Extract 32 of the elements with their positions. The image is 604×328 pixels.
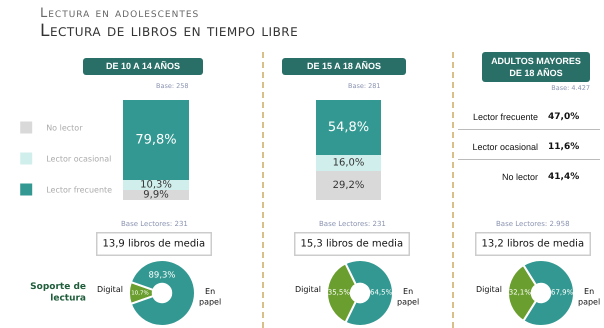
text: Lectura en adolescentes <box>40 6 200 21</box>
text: Lectura de libros en tiempo libre <box>40 21 298 41</box>
legend-label: No lector <box>46 124 84 133</box>
chart-title: DE 10 A 14 AÑOS <box>83 58 203 75</box>
data-label: 10,3% <box>140 179 172 190</box>
slice-label: En papel <box>199 287 222 306</box>
text: 13,2 libros de media <box>482 238 584 250</box>
legend-label: Lector frecuente <box>46 186 112 195</box>
data-label: 89,3% <box>148 270 176 280</box>
legend-label: Lector ocasional <box>46 154 112 164</box>
slice-label: En papel <box>578 287 600 306</box>
data-label: 79,8% <box>135 132 177 148</box>
chart-title: DE 15 A 18 AÑOS <box>282 58 406 75</box>
data-label: 54,8% <box>328 120 370 135</box>
text: 11,6% <box>548 142 580 152</box>
category-label: Lector ocasional <box>472 142 538 152</box>
text: 41,4% <box>548 172 580 182</box>
text: ADULTOS MAYORES DE 18 AÑOS <box>482 52 590 82</box>
category-label: Lector frecuente <box>472 112 538 122</box>
data-label: 16,0% <box>332 157 364 168</box>
donut-slice <box>130 259 196 327</box>
text: 47,0% <box>548 112 580 122</box>
category-label: No lector <box>502 172 538 182</box>
text: 15,3 libros de media <box>300 238 404 250</box>
slice-label: En papel <box>397 287 420 306</box>
data-label: 29,2% <box>332 180 364 191</box>
text: Soporte de lectura <box>30 282 86 304</box>
data-label: 9,9% <box>143 190 169 201</box>
slice-label: Digital <box>97 285 123 294</box>
slice-label: Digital <box>295 285 321 294</box>
slice-label: Digital <box>476 285 502 294</box>
text: 13,9 libros de media <box>102 238 206 250</box>
